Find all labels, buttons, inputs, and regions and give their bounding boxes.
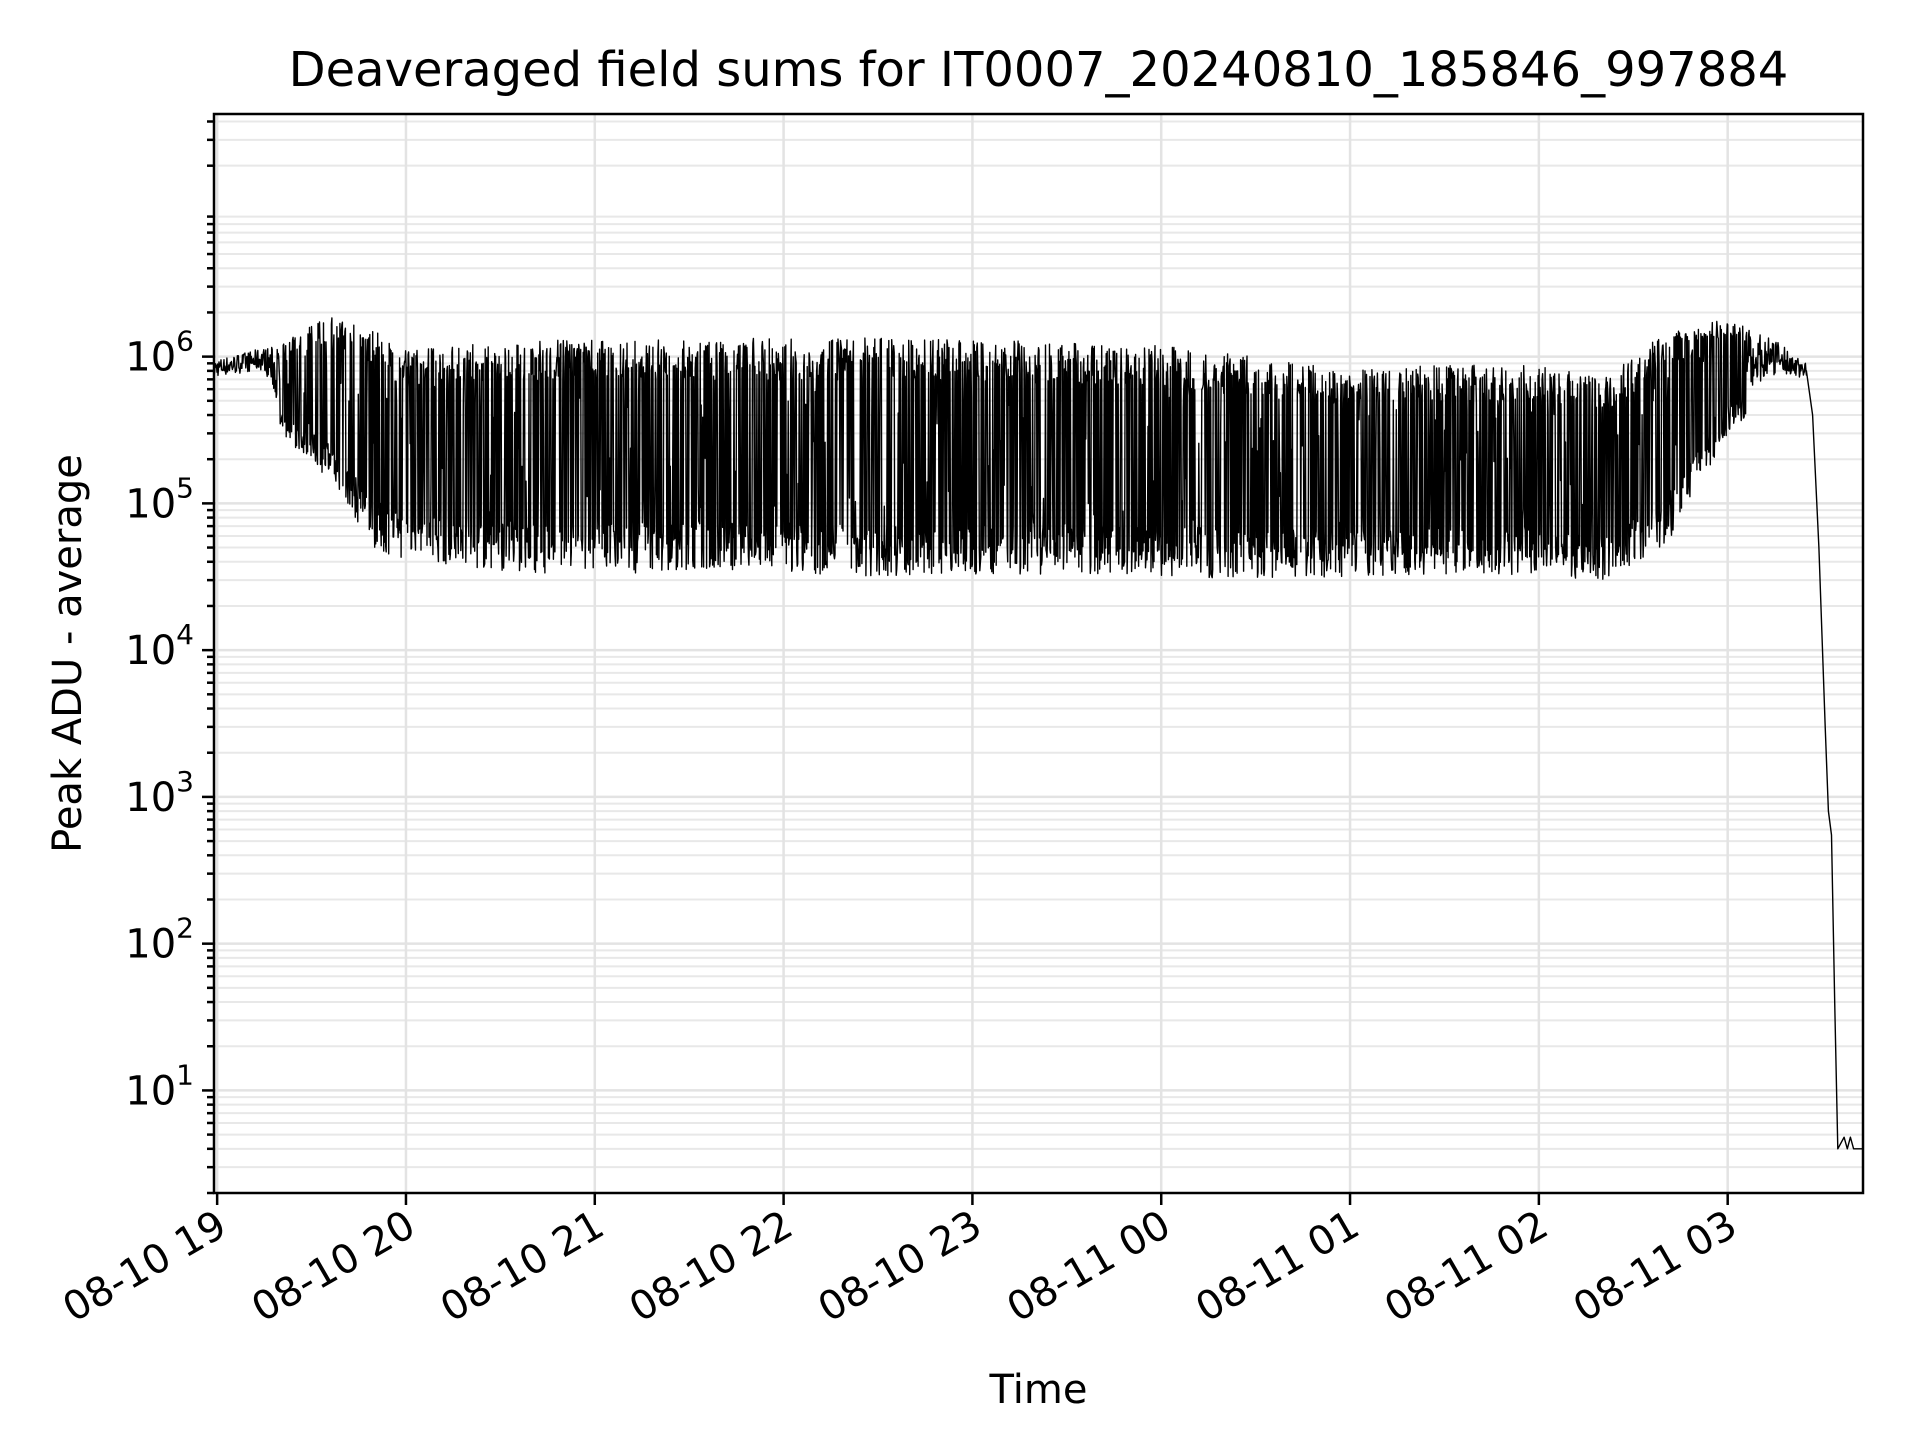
y-tick-label: 104 [125, 618, 194, 674]
y-tick-base: 10 [125, 1068, 176, 1114]
x-tick-label: 08-11 02 [1377, 1202, 1556, 1332]
y-tick-label: 101 [125, 1058, 194, 1114]
series-line-group [214, 317, 1863, 1150]
y-tick-label: 102 [125, 912, 194, 968]
x-axis-label: Time [989, 1367, 1088, 1413]
plot-frame [212, 112, 1865, 1195]
y-tick-exponent: 6 [176, 325, 194, 358]
y-tick-base: 10 [125, 922, 176, 968]
y-tick-exponent: 4 [176, 618, 194, 651]
x-tick-label: 08-11 03 [1566, 1202, 1745, 1332]
chart-title: Deaveraged field sums for IT0007_2024081… [289, 42, 1789, 98]
y-tick-exponent: 3 [176, 765, 194, 798]
y-tick-base: 10 [125, 628, 176, 674]
x-tick-label: 08-11 00 [999, 1202, 1178, 1332]
y-tick-base: 10 [125, 775, 176, 821]
y-tick-exponent: 2 [176, 912, 194, 945]
y-tick-exponent: 1 [176, 1058, 194, 1091]
y-tick-label: 106 [125, 325, 194, 381]
grid-lines [214, 114, 1863, 1194]
y-tick-base: 10 [125, 335, 176, 381]
y-tick-exponent: 5 [176, 471, 194, 504]
x-tick-label: 08-10 19 [55, 1202, 234, 1332]
x-axis-ticks: 08-10 19 08-10 20 08-10 21 08-10 22 08-10 23… [55, 1193, 1745, 1332]
y-tick-label: 105 [125, 471, 194, 527]
x-tick-label: 08-10 23 [811, 1202, 990, 1332]
series-line [214, 317, 1863, 1150]
x-tick-label: 08-11 01 [1188, 1202, 1367, 1332]
y-tick-label: 103 [125, 765, 194, 821]
y-axis-label: Peak ADU - average [45, 454, 91, 853]
x-tick-label: 08-10 22 [622, 1202, 801, 1332]
y-tick-base: 10 [125, 481, 176, 527]
x-tick-label: 08-10 21 [433, 1202, 612, 1332]
x-tick-label: 08-10 20 [244, 1202, 423, 1332]
